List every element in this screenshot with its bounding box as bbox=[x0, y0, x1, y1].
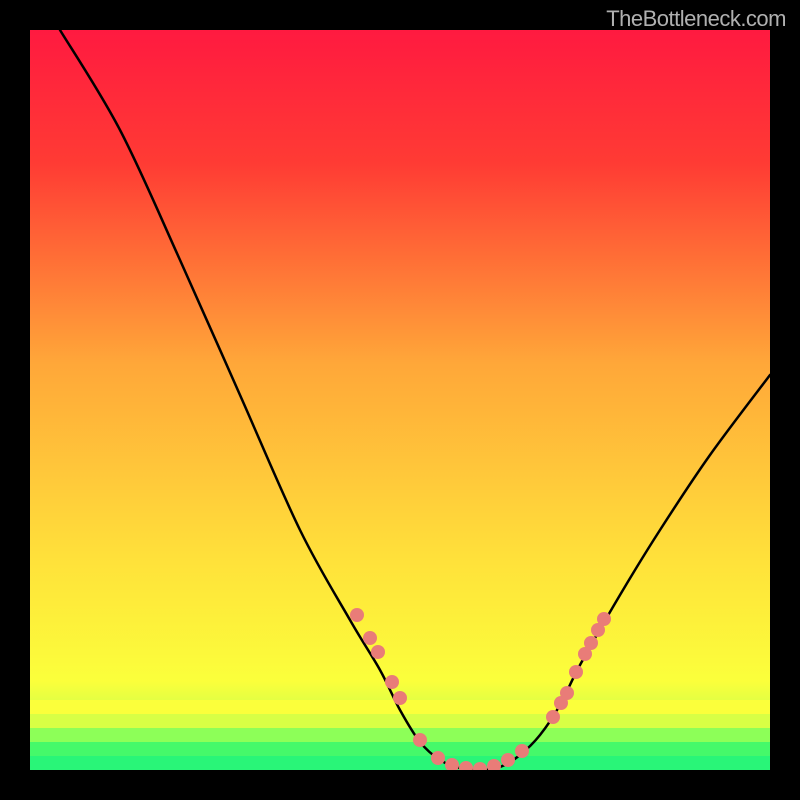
watermark-text: TheBottleneck.com bbox=[606, 6, 786, 32]
bottleneck-chart bbox=[0, 0, 800, 800]
